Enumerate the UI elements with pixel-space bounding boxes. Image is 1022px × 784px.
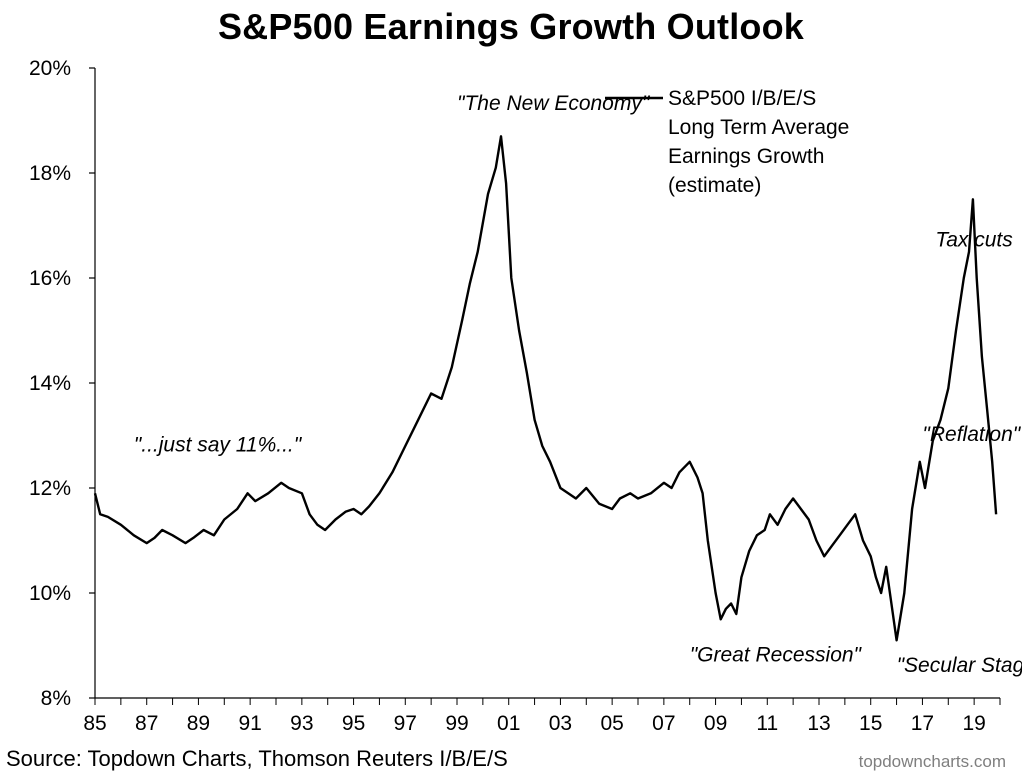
y-tick-label: 20% [29,57,71,80]
x-tick-label: 15 [859,712,882,735]
x-tick-label: 05 [600,712,623,735]
axes [89,67,1001,705]
x-tick-label: 87 [135,712,158,735]
x-tick-label: 89 [187,712,210,735]
y-tick-labels: 8% 10% 12% 14% 16% 18% 20% [29,57,71,710]
x-tick-label: 11 [756,712,778,735]
legend-label: (estimate) [668,174,761,197]
y-tick-label: 10% [29,582,71,605]
legend-label: S&P500 I/B/E/S [668,87,816,110]
annotation: "The New Economy" [457,92,651,115]
annotation: "...just say 11%..." [134,433,303,456]
earnings-growth-line [93,135,998,642]
x-tick-label: 09 [704,712,727,735]
x-tick-label: 13 [807,712,830,735]
legend: S&P500 I/B/E/S Long Term Average Earnings … [605,87,849,197]
source-note: Source: Topdown Charts, Thomson Reuters … [6,746,508,771]
x-tick-label: 93 [290,712,313,735]
x-tick-label: 99 [445,712,468,735]
watermark: topdowncharts.com [858,752,1006,771]
x-tick-label: 01 [497,712,520,735]
x-tick-label: 95 [342,712,365,735]
y-tick-label: 16% [29,267,71,290]
chart-title: S&P500 Earnings Growth Outlook [217,6,805,47]
annotation: "Great Recession" [690,643,863,666]
x-tick-label: 07 [652,712,675,735]
x-tick-label: 17 [911,712,934,735]
annotations: "...just say 11%..." "The New Economy" "Gr… [134,92,1022,677]
x-tick-label: 97 [394,712,417,735]
y-tick-label: 12% [29,477,71,500]
legend-label: Earnings Growth [668,145,824,168]
x-tick-label: 19 [962,712,985,735]
x-tick-label: 85 [83,712,106,735]
y-tick-label: 14% [29,372,71,395]
legend-label: Long Term Average [668,116,849,139]
annotation: Tax cuts [935,229,1013,252]
x-tick-labels: 85 87 89 91 93 95 97 99 01 03 05 07 09 11 13 15 17 19 [83,712,986,735]
annotation: "Reflation" [922,423,1021,446]
y-tick-label: 8% [41,687,71,710]
x-tick-label: 91 [238,712,261,735]
x-tick-label: 03 [549,712,572,735]
annotation: "Secular Stagnation" [897,654,1022,677]
y-tick-label: 18% [29,162,71,185]
